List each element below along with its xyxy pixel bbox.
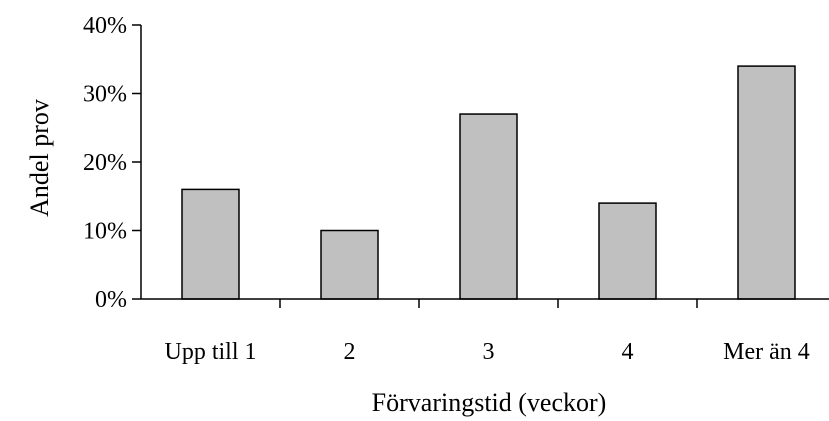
y-tick-label: 30%: [83, 82, 127, 108]
x-tick-label: 3: [483, 339, 495, 365]
y-axis-ticks: 0% 10% 20% 30% 40%: [83, 13, 141, 313]
y-tick-label: 0%: [95, 287, 127, 313]
bar: [598, 202, 657, 300]
bar: [459, 113, 518, 300]
x-axis-title: Förvaringstid (veckor): [372, 388, 607, 417]
x-tick-label: 2: [344, 339, 356, 365]
y-axis-title: Andel prov: [25, 99, 54, 217]
bars-group: [181, 65, 796, 300]
y-tick-label: 20%: [83, 150, 127, 176]
bar: [320, 229, 379, 300]
bar: [181, 188, 240, 300]
bar: [737, 65, 796, 300]
y-tick-label: 10%: [83, 219, 127, 245]
x-tick-label: Mer än 4: [723, 339, 810, 365]
x-tick-label: 4: [622, 339, 634, 365]
x-tick-label: Upp till 1: [164, 339, 256, 365]
x-axis-ticks: Upp till 1 2 3 4 Mer än 4: [164, 299, 810, 365]
y-tick-label: 40%: [83, 13, 127, 39]
